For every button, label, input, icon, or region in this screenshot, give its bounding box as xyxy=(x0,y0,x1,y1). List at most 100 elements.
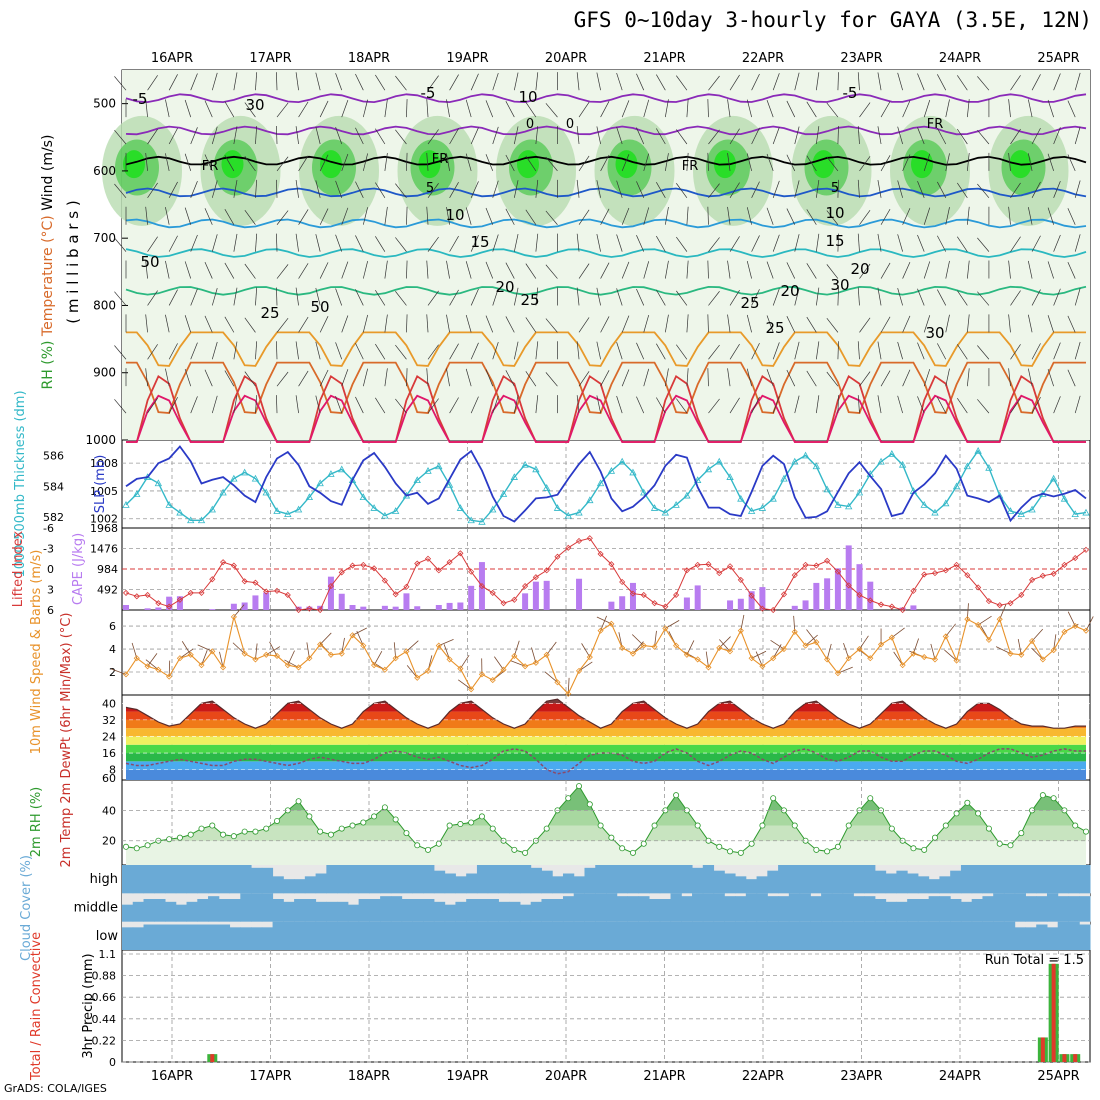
surface-wind-barb xyxy=(219,651,224,668)
wind-barb xyxy=(168,235,178,252)
contour-label: 5 xyxy=(426,181,434,196)
contour-label: 30 xyxy=(830,276,849,294)
wind-barb xyxy=(664,314,669,333)
li-marker xyxy=(241,578,248,585)
cloud-bar-low xyxy=(272,921,284,950)
wind-barb xyxy=(255,126,258,145)
rh-marker xyxy=(381,804,388,811)
wind-barb xyxy=(772,73,780,91)
wind-barb xyxy=(492,180,499,198)
wind-barb xyxy=(319,100,329,118)
top-date-label: 24APR xyxy=(939,51,981,66)
wind-barb xyxy=(576,395,580,414)
li-marker xyxy=(381,577,388,584)
wind-barb xyxy=(746,368,752,387)
wind-barb xyxy=(729,343,740,360)
rh-2m-chart: 20 40 2m RH (%) xyxy=(29,783,1090,865)
wind-barb xyxy=(145,99,148,118)
surface-wind-barb xyxy=(913,638,920,654)
cloud-bar-middle xyxy=(692,893,704,922)
wind-barb xyxy=(505,154,515,172)
wind-barb xyxy=(362,368,368,387)
wind-barb xyxy=(276,233,278,252)
cloud-bar-low xyxy=(928,921,940,950)
wind-barb xyxy=(341,261,349,279)
wind-barb xyxy=(837,287,839,306)
cloud-bar-middle xyxy=(778,896,790,922)
temp-band xyxy=(126,744,1086,754)
contour-label: 0 xyxy=(566,117,574,132)
wind-barb xyxy=(1027,314,1033,333)
wind-marker xyxy=(230,613,237,620)
wind-barb xyxy=(184,153,192,172)
cloud-bar-low xyxy=(218,924,231,950)
wind-barb xyxy=(1067,369,1076,387)
cloud-bar-low xyxy=(745,921,758,950)
cloud-bar-middle xyxy=(896,901,908,922)
wind-barb xyxy=(977,237,990,252)
wind-barb xyxy=(406,152,408,171)
cloud-bar-high xyxy=(584,867,596,894)
cloud-bar-low xyxy=(433,921,446,950)
wind-barb xyxy=(384,153,388,171)
wind-barb xyxy=(676,129,688,145)
wind-barb xyxy=(859,317,871,333)
wind-barb xyxy=(375,74,386,91)
cloud-bar-low xyxy=(670,921,682,950)
isotherm-20 xyxy=(125,285,1087,296)
wind-barb xyxy=(315,126,321,145)
li-marker xyxy=(662,603,669,610)
cloud-bar-low xyxy=(885,921,897,950)
wind-barb xyxy=(224,316,235,333)
wind-barb xyxy=(746,153,752,171)
wind-barb xyxy=(233,180,238,198)
wind-barb xyxy=(513,126,519,145)
wind-barb xyxy=(298,101,309,118)
contour-label: 25 xyxy=(740,294,759,312)
cloud-bar-low xyxy=(1003,921,1016,950)
wind-barb xyxy=(746,314,752,333)
cloud-bar-high xyxy=(649,865,661,894)
wind-barb xyxy=(204,261,213,279)
wind-barb xyxy=(621,207,630,225)
cloud-bar-low xyxy=(315,921,327,950)
wind-barb xyxy=(492,234,499,252)
surface-wind-barb xyxy=(665,620,680,629)
wind-barb xyxy=(446,99,450,118)
cloud-bar-middle xyxy=(347,904,360,922)
wind-marker xyxy=(284,662,291,669)
rh-marker xyxy=(317,828,324,835)
cloud-bar-low xyxy=(606,921,618,950)
cloud-bar-low xyxy=(1079,924,1091,950)
wind-barb xyxy=(535,395,539,414)
wind-barb xyxy=(877,287,882,306)
wind-marker xyxy=(985,636,992,643)
wind-barb xyxy=(1010,290,1021,306)
wind-barb xyxy=(859,263,871,279)
cloud-bar-high xyxy=(606,865,618,894)
cloud-bar-low xyxy=(702,921,715,950)
wind-barb xyxy=(319,208,329,225)
wind-barb xyxy=(600,101,610,118)
wind-barb xyxy=(751,342,760,360)
wind-barb xyxy=(815,126,820,145)
wind-barb xyxy=(857,126,860,145)
thickness-marker xyxy=(747,507,756,514)
cloud-bar-middle xyxy=(562,896,575,922)
contour-label: 50 xyxy=(310,298,329,316)
thickness-marker xyxy=(219,488,227,496)
thickness-marker xyxy=(445,480,454,488)
li-marker xyxy=(176,596,183,603)
wind-barb xyxy=(857,233,860,252)
wind-barb xyxy=(535,287,539,306)
wind-barb xyxy=(145,368,148,387)
cloud-bar-high xyxy=(659,865,672,894)
cape-bar xyxy=(899,607,906,610)
wind-barb xyxy=(470,127,479,145)
cloud-bar-high xyxy=(907,873,919,894)
wind-barb xyxy=(859,156,871,172)
cloud-bar-high xyxy=(122,865,134,894)
cloud-bar-low xyxy=(778,921,790,950)
wind-barb xyxy=(545,156,558,172)
wind-barb xyxy=(956,344,968,360)
